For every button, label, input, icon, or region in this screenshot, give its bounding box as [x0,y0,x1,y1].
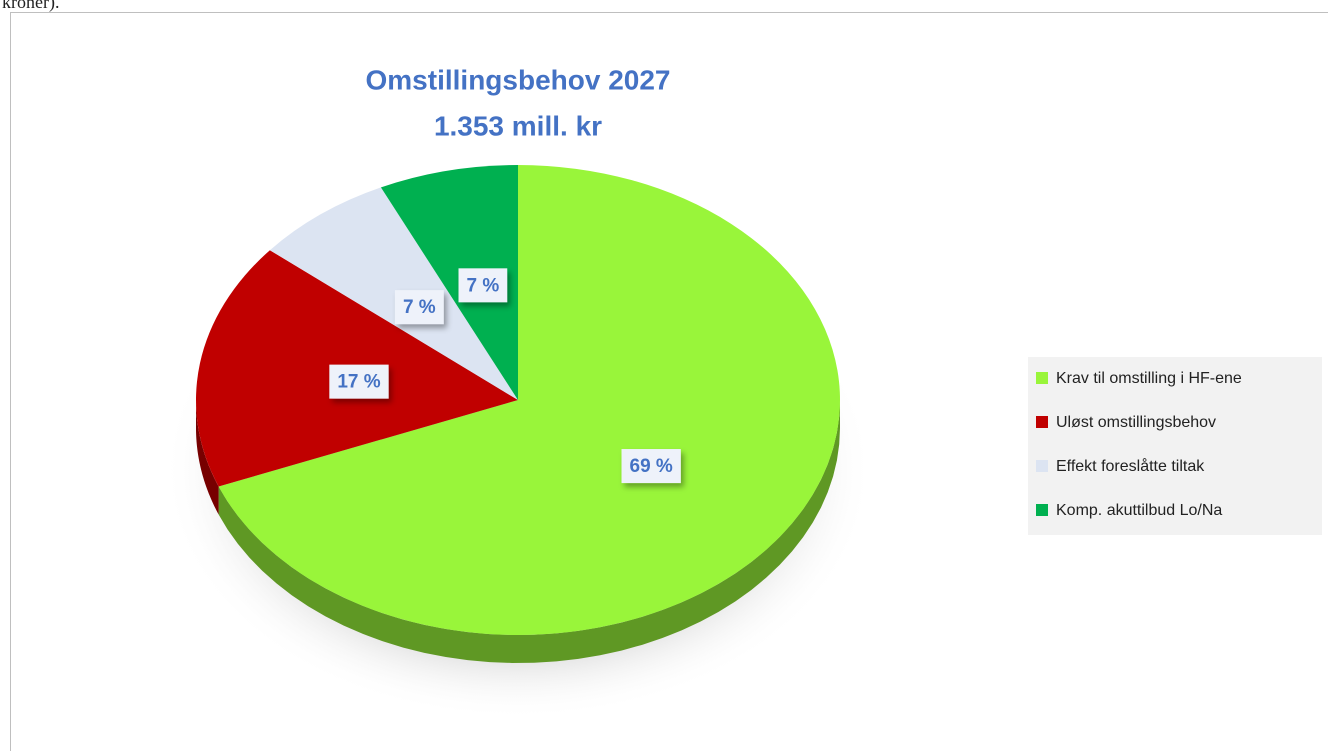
data-label-text: 7 % [403,297,436,318]
caption-fragment: kroner). [2,0,59,13]
data-label-box [329,364,389,399]
data-label: 7 % [394,290,444,325]
legend-label: Komp. akuttilbud Lo/Na [1056,502,1222,519]
data-label-box [394,290,444,325]
pie-slice [380,165,518,400]
chart-subtitle: 1.353 mill. kr [434,110,602,141]
pie: 69 % 17 % 7 % 7 % [196,165,841,663]
pie-slice [269,187,518,400]
data-label: 7 % [458,268,508,303]
legend-label: Effekt foreslåtte tiltak [1056,457,1205,475]
legend-swatch [1036,372,1048,384]
legend [1028,357,1322,535]
legend-swatch [1036,460,1048,472]
legend-label: Uløst omstillingsbehov [1056,414,1216,431]
legend-swatch [1036,504,1048,516]
legend-entries: Krav til omstilling i HF-ene Uløst omstil… [1036,370,1242,519]
pie-slice [218,165,841,636]
data-label-box [621,449,681,484]
data-label-text: 69 % [630,456,673,477]
data-label-text: 17 % [337,372,380,393]
data-label-box [458,268,508,303]
data-label: 17 % [329,364,389,399]
pie-slice-side [196,400,219,515]
data-label: 69 % [621,449,681,484]
chart-title: Omstillingsbehov 2027 [366,64,671,95]
legend-label: Krav til omstilling i HF-ene [1056,370,1242,387]
data-label-text: 7 % [467,275,500,296]
legend-swatch [1036,416,1048,428]
